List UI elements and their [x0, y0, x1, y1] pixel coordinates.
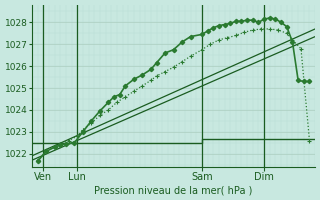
X-axis label: Pression niveau de la mer( hPa ): Pression niveau de la mer( hPa ) — [94, 185, 253, 195]
